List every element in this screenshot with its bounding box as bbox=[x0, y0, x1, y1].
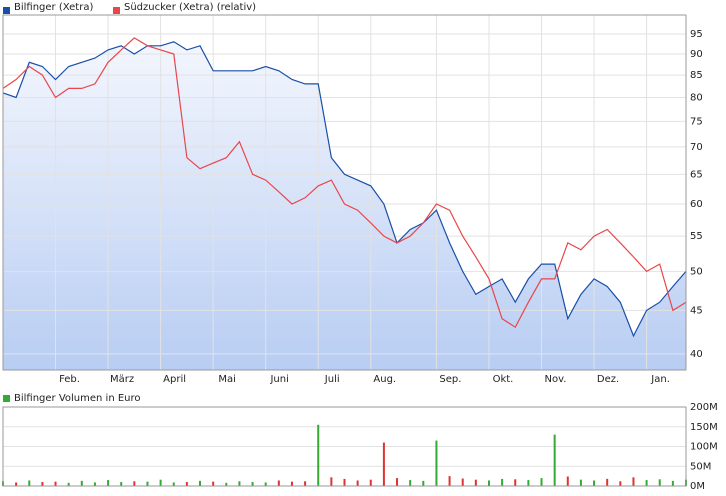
bar bbox=[185, 482, 188, 486]
y-tick-label: 95 bbox=[690, 29, 703, 40]
legend-label: Bilfinger (Xetra) bbox=[14, 2, 93, 13]
x-tick-label: Juli bbox=[324, 374, 340, 385]
bar bbox=[474, 479, 477, 486]
bar bbox=[671, 480, 674, 486]
bar bbox=[487, 480, 490, 486]
y-tick-label: 55 bbox=[690, 231, 703, 242]
legend-swatch bbox=[3, 7, 10, 14]
bar bbox=[28, 480, 31, 486]
x-tick-label: Feb. bbox=[59, 374, 80, 385]
bar bbox=[133, 481, 136, 486]
y-tick-label: 50M bbox=[690, 461, 711, 472]
series-line bbox=[2, 37, 687, 329]
bar bbox=[159, 479, 162, 486]
bar bbox=[435, 440, 438, 486]
bar bbox=[146, 481, 149, 486]
x-tick-label: März bbox=[110, 374, 134, 385]
bar bbox=[540, 478, 543, 486]
legend-swatch bbox=[3, 395, 10, 402]
x-tick-label: Sep. bbox=[439, 374, 461, 385]
plot-frame bbox=[2, 14, 687, 371]
bar bbox=[593, 480, 596, 486]
bar bbox=[632, 477, 635, 486]
x-tick-label: Dez. bbox=[597, 374, 619, 385]
y-tick-label: 100M bbox=[690, 442, 718, 453]
bar bbox=[41, 482, 44, 486]
bar bbox=[238, 481, 241, 486]
x-tick-label: Okt. bbox=[493, 374, 514, 385]
x-tick-label: Juni bbox=[269, 374, 288, 385]
y-tick-label: 0M bbox=[690, 481, 705, 492]
series-line bbox=[2, 41, 687, 338]
bar bbox=[80, 480, 83, 486]
bar bbox=[93, 482, 96, 486]
bar bbox=[369, 479, 372, 486]
y-tick-label: 40 bbox=[690, 349, 703, 360]
y-tick-label: 150M bbox=[690, 422, 718, 433]
y-tick-label: 60 bbox=[690, 199, 703, 210]
bar bbox=[343, 478, 346, 486]
y-tick-label: 90 bbox=[690, 49, 703, 60]
legend-label: Südzucker (Xetra) (relativ) bbox=[124, 2, 256, 13]
x-tick-label: Nov. bbox=[545, 374, 567, 385]
bar bbox=[356, 480, 359, 486]
bar bbox=[422, 480, 425, 486]
bar bbox=[264, 482, 267, 486]
y-tick-label: 50 bbox=[690, 266, 703, 277]
plot-frame bbox=[2, 406, 687, 487]
bar bbox=[566, 476, 569, 486]
bar bbox=[225, 482, 228, 486]
bar bbox=[553, 434, 556, 486]
bar bbox=[277, 480, 280, 486]
bar bbox=[54, 481, 57, 486]
bar bbox=[251, 482, 254, 486]
bar bbox=[579, 479, 582, 486]
bar bbox=[448, 476, 451, 486]
y-tick-label: 45 bbox=[690, 305, 703, 316]
legend-label: Bilfinger Volumen in Euro bbox=[14, 393, 141, 404]
bar bbox=[330, 477, 333, 486]
bar bbox=[304, 481, 307, 486]
y-tick-label: 65 bbox=[690, 169, 703, 180]
bar bbox=[501, 478, 504, 486]
bar bbox=[396, 478, 399, 486]
bar bbox=[382, 442, 385, 486]
bar bbox=[172, 482, 175, 486]
bar bbox=[527, 480, 530, 486]
y-tick-label: 70 bbox=[690, 142, 703, 153]
bar bbox=[619, 481, 622, 486]
bar bbox=[107, 480, 110, 486]
x-tick-label: Mai bbox=[218, 374, 236, 385]
legend-swatch bbox=[113, 7, 120, 14]
bar bbox=[317, 424, 320, 486]
bar bbox=[409, 480, 412, 486]
bar bbox=[212, 481, 215, 486]
bar bbox=[120, 482, 123, 486]
y-tick-label: 85 bbox=[690, 70, 703, 81]
bar bbox=[15, 482, 18, 486]
y-tick-label: 200M bbox=[690, 402, 718, 413]
x-tick-label: April bbox=[163, 374, 186, 385]
x-tick-label: Aug. bbox=[373, 374, 396, 385]
bar bbox=[606, 478, 609, 486]
bar bbox=[658, 479, 661, 486]
y-tick-label: 75 bbox=[690, 116, 703, 127]
x-tick-label: Jan. bbox=[650, 374, 670, 385]
bar bbox=[67, 482, 70, 486]
bar bbox=[461, 478, 464, 486]
area-fill bbox=[3, 41, 686, 371]
bar bbox=[514, 479, 517, 486]
bar bbox=[199, 480, 202, 486]
y-tick-label: 80 bbox=[690, 93, 703, 104]
bar bbox=[645, 480, 648, 486]
bar bbox=[290, 481, 293, 486]
